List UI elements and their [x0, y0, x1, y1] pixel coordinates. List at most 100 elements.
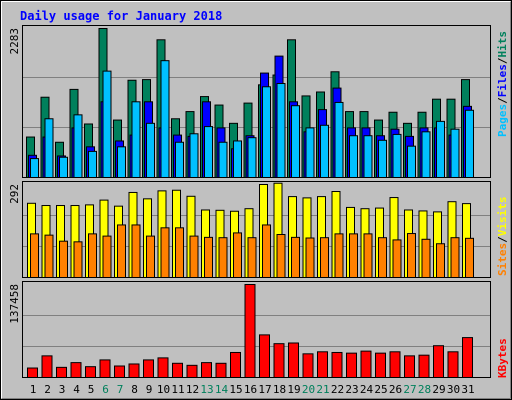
sites-bar-day-24 — [363, 233, 373, 278]
sites-bar-day-20 — [305, 237, 315, 278]
kbytes-bar-day-16 — [244, 284, 256, 378]
bars — [26, 28, 474, 379]
x-tick-label: 3 — [59, 383, 66, 396]
sites-bar-day-3 — [59, 240, 68, 279]
kbytes-bar-day-10 — [157, 357, 169, 378]
kbytes-bar-day-14 — [215, 362, 227, 378]
sites-bar-day-19 — [291, 236, 300, 278]
x-tick-label: 20 — [302, 383, 315, 396]
kbytes-bar-day-13 — [201, 362, 212, 378]
x-tick-label: 10 — [157, 383, 170, 396]
x-tick-label: 18 — [273, 383, 286, 396]
pages-bar-day-26 — [392, 133, 402, 178]
pages-bar-day-4 — [73, 114, 83, 178]
pages-bar-day-8 — [131, 101, 141, 178]
x-tick-label: 17 — [258, 383, 271, 396]
pages-bar-day-24 — [363, 135, 373, 178]
x-tick-label: 12 — [186, 383, 199, 396]
sites-bar-day-4 — [73, 241, 83, 278]
pages-bar-day-25 — [378, 139, 387, 178]
legend-separator: / — [496, 97, 509, 104]
x-tick-label: 4 — [73, 383, 80, 396]
x-tick-label: 27 — [403, 383, 416, 396]
x-tick-label: 13 — [200, 383, 213, 396]
panel2-legend: Sites/Visits — [496, 197, 509, 277]
x-tick-label: 15 — [229, 383, 242, 396]
pages-bar-day-6 — [102, 70, 112, 178]
pages-bar-day-18 — [276, 83, 286, 178]
sites-bar-day-11 — [175, 227, 184, 278]
x-tick-label: 7 — [117, 383, 124, 396]
sites-bar-day-5 — [88, 233, 97, 278]
pages-bar-day-31 — [465, 109, 474, 178]
x-tick-label: 25 — [374, 383, 387, 396]
kbytes-bar-day-2 — [41, 355, 53, 379]
legend-separator: / — [496, 236, 509, 243]
pages-bar-day-11 — [175, 141, 184, 178]
kbytes-bar-day-5 — [85, 366, 96, 378]
panel3-legend: KBytes — [496, 338, 509, 378]
pages-bar-day-19 — [291, 105, 300, 178]
sites-bar-day-14 — [218, 237, 228, 278]
kbytes-bar-day-18 — [273, 343, 285, 378]
sites-bar-day-16 — [247, 237, 257, 278]
pages-bar-day-30 — [450, 128, 460, 179]
x-tick-label: 6 — [102, 383, 109, 396]
kbytes-bar-day-15 — [230, 351, 241, 378]
x-tick-label: 30 — [447, 383, 460, 396]
x-tick-label: 24 — [360, 383, 374, 396]
legend-pages: Pages — [496, 104, 509, 137]
sites-bar-day-9 — [146, 235, 155, 278]
kbytes-bar-day-30 — [447, 351, 459, 378]
kbytes-bar-day-29 — [433, 345, 444, 379]
sites-bar-day-17 — [262, 224, 271, 278]
kbytes-bar-day-22 — [331, 351, 343, 378]
pages-bar-day-7 — [117, 146, 126, 179]
kbytes-bar-day-21 — [317, 351, 328, 378]
kbytes-bar-day-27 — [404, 355, 415, 379]
sites-bar-day-23 — [349, 233, 358, 278]
kbytes-bar-day-24 — [360, 350, 372, 379]
pages-bar-day-15 — [233, 140, 242, 178]
x-axis-labels: 1 2 3 4 5 6 7 8 9 10 11 12 13 14 15 16 17 18 19 20 21 22 23 24 2… — [30, 383, 475, 396]
legend-sites: Sites — [496, 243, 509, 276]
kbytes-bar-day-7 — [114, 365, 125, 378]
pages-bar-day-17 — [262, 86, 271, 178]
sites-bar-day-2 — [44, 234, 54, 278]
kbytes-bar-day-11 — [172, 362, 183, 378]
x-tick-label: 31 — [461, 383, 474, 396]
panel2-ymax-label: 292 — [8, 184, 21, 204]
sites-bar-day-29 — [436, 243, 445, 279]
pages-bar-day-13 — [204, 126, 213, 178]
sites-bar-day-10 — [160, 227, 170, 278]
pages-bar-day-29 — [436, 120, 445, 179]
pages-bar-day-23 — [349, 135, 358, 178]
pages-bar-day-12 — [189, 133, 199, 178]
pages-bar-day-10 — [160, 60, 170, 179]
chart-title: Daily usage for January 2018 — [20, 9, 222, 23]
x-tick-label: 14 — [215, 383, 229, 396]
legend-separator: / — [496, 57, 509, 64]
kbytes-bar-day-17 — [259, 334, 270, 378]
kbytes-bar-day-20 — [302, 353, 314, 378]
x-tick-label: 22 — [331, 383, 344, 396]
x-tick-label: 16 — [244, 383, 257, 396]
pages-bar-day-22 — [334, 101, 344, 178]
sites-bar-day-26 — [392, 239, 402, 278]
pages-bar-day-21 — [320, 124, 329, 179]
x-tick-label: 26 — [389, 383, 402, 396]
pages-bar-day-5 — [88, 150, 97, 178]
sites-bar-day-21 — [320, 237, 329, 278]
x-tick-label: 5 — [88, 383, 95, 396]
x-tick-label: 21 — [316, 383, 329, 396]
sites-bar-day-31 — [465, 237, 474, 279]
panel1-ymax-label: 2283 — [8, 28, 21, 55]
kbytes-bar-day-4 — [70, 362, 82, 378]
panel1-legend: Pages/Files/Hits — [496, 31, 509, 137]
x-tick-label: 28 — [418, 383, 431, 396]
kbytes-bar-day-9 — [143, 359, 154, 379]
x-tick-label: 2 — [44, 383, 51, 396]
pages-bar-day-9 — [146, 122, 155, 178]
legend-visits: Visits — [496, 197, 509, 237]
kbytes-bar-day-25 — [375, 352, 386, 378]
